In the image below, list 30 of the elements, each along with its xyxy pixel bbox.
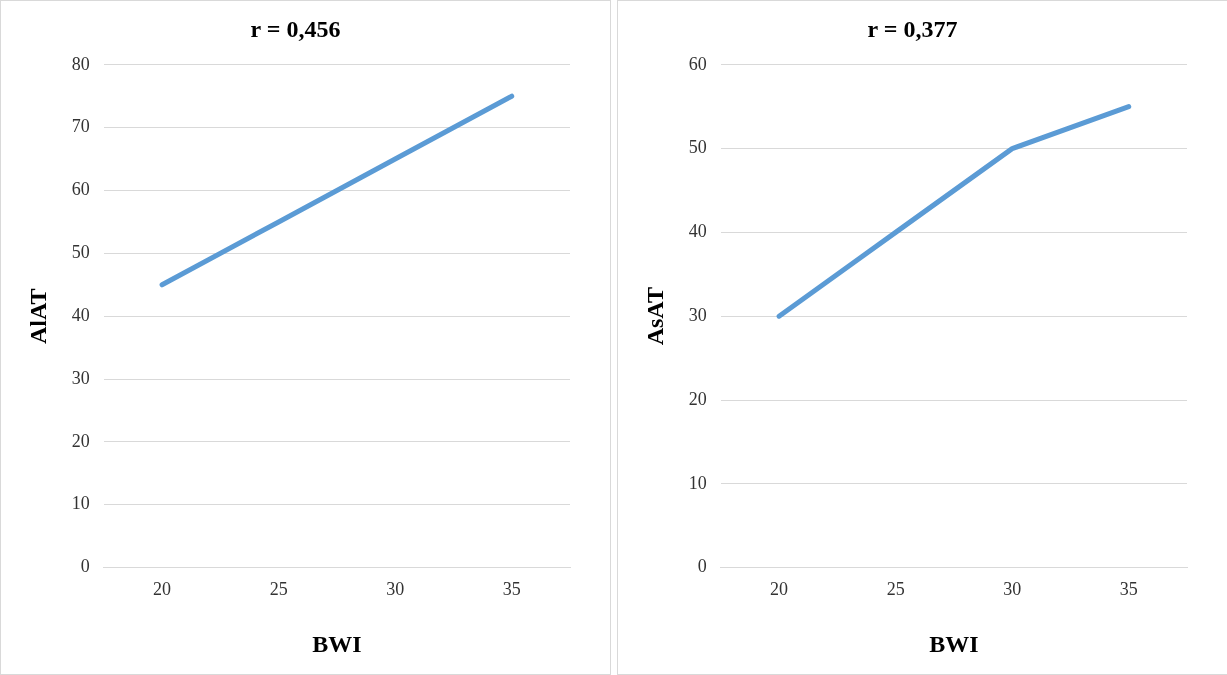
x-tick-label: 35 bbox=[502, 579, 521, 600]
y-tick-label: 60 bbox=[71, 179, 90, 200]
y-tick-label: 30 bbox=[71, 367, 90, 388]
y-tick-label: 20 bbox=[71, 430, 90, 451]
y-tick-label: 50 bbox=[688, 137, 707, 158]
x-tick-label: 35 bbox=[1119, 579, 1138, 600]
x-tick-label: 25 bbox=[269, 579, 288, 600]
x-tick-label: 20 bbox=[770, 579, 789, 600]
y-tick-label: 0 bbox=[697, 556, 707, 577]
y-axis-title: AlAT bbox=[24, 288, 51, 344]
y-tick-label: 50 bbox=[71, 242, 90, 263]
y-tick-label: 10 bbox=[71, 493, 90, 514]
x-tick-label: 25 bbox=[886, 579, 905, 600]
x-tick-label: 30 bbox=[1003, 579, 1022, 600]
y-tick-label: 10 bbox=[688, 472, 707, 493]
x-axis-title: BWI bbox=[312, 630, 362, 657]
chart-title: r = 0,377 bbox=[867, 15, 958, 42]
y-axis-title: AsAT bbox=[641, 287, 668, 346]
y-tick-label: 20 bbox=[688, 388, 707, 409]
y-tick-label: 0 bbox=[80, 556, 90, 577]
y-tick-label: 80 bbox=[71, 53, 90, 74]
x-tick-label: 30 bbox=[386, 579, 405, 600]
y-tick-label: 40 bbox=[688, 221, 707, 242]
y-tick-label: 70 bbox=[71, 116, 90, 137]
x-tick-label: 20 bbox=[153, 579, 172, 600]
chart-title: r = 0,456 bbox=[250, 15, 341, 42]
y-tick-label: 30 bbox=[688, 304, 707, 325]
y-tick-label: 40 bbox=[71, 304, 90, 325]
y-tick-label: 60 bbox=[688, 53, 707, 74]
x-axis-title: BWI bbox=[929, 630, 979, 657]
